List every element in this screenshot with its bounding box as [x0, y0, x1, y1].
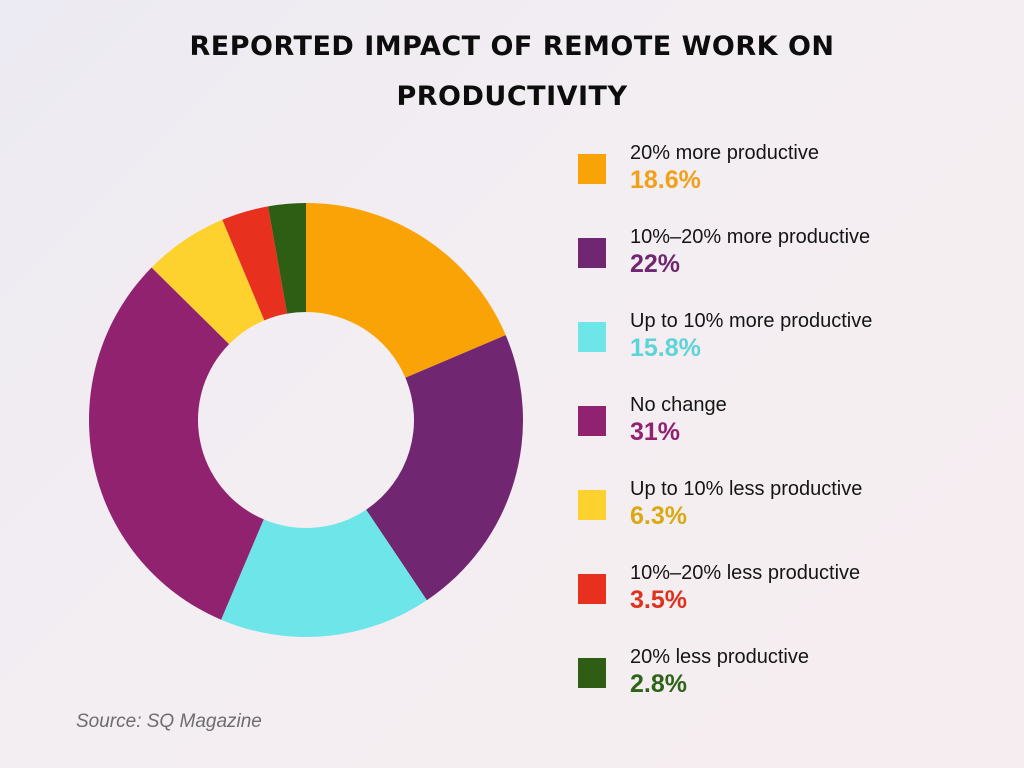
legend-value: 2.8% — [630, 670, 687, 698]
donut-slice-4 — [88, 267, 264, 620]
donut-slice-1 — [306, 203, 506, 378]
legend-swatch — [578, 154, 606, 184]
donut-slice-6 — [222, 206, 288, 321]
legend-label: Up to 10% more productive — [630, 310, 873, 332]
legend-swatch — [578, 574, 606, 604]
legend-value: 6.3% — [630, 502, 687, 530]
source-note: Source: SQ Magazine — [76, 711, 262, 732]
legend-swatch — [578, 238, 606, 268]
legend-swatch — [578, 322, 606, 352]
legend-value: 22% — [630, 250, 681, 278]
donut-slice-7 — [268, 203, 306, 314]
legend-value: 15.8% — [630, 334, 701, 362]
chart-title: REPORTED IMPACT OF REMOTE WORK ON PRODUC… — [189, 31, 835, 112]
legend-value: 3.5% — [630, 586, 687, 614]
legend-swatch — [578, 658, 606, 688]
legend-label: 20% less productive — [630, 646, 809, 668]
legend-label: 10%–20% less productive — [630, 562, 861, 584]
donut-slice-5 — [151, 219, 265, 345]
legend-swatch — [578, 406, 606, 436]
legend-swatch — [578, 490, 606, 520]
legend-label: 10%–20% more productive — [630, 226, 871, 248]
legend-label: 20% more productive — [630, 142, 819, 164]
legend-label: No change — [630, 394, 727, 416]
donut-slice-2 — [366, 335, 523, 601]
legend-label: Up to 10% less productive — [630, 478, 863, 500]
legend-value: 18.6% — [630, 166, 701, 194]
legend-value: 31% — [630, 418, 681, 446]
donut-slice-3 — [221, 509, 427, 637]
